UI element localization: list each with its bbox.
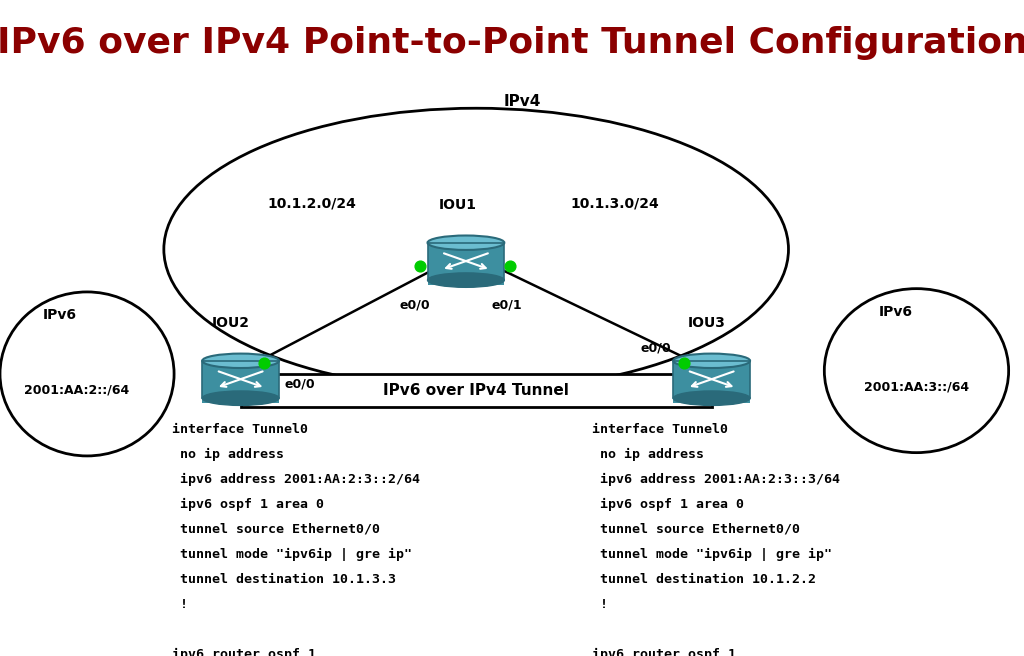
Ellipse shape <box>674 354 750 368</box>
Text: ipv6 router ospf 1: ipv6 router ospf 1 <box>172 647 316 656</box>
Text: 2001:AA:3::/64: 2001:AA:3::/64 <box>864 380 969 394</box>
Text: e0/0: e0/0 <box>399 298 430 312</box>
Text: IPv6 over IPv4 Point-to-Point Tunnel Configuration: IPv6 over IPv4 Point-to-Point Tunnel Con… <box>0 26 1024 60</box>
Text: 10.1.3.0/24: 10.1.3.0/24 <box>570 196 658 211</box>
Text: IPv4: IPv4 <box>504 94 541 109</box>
Text: tunnel destination 10.1.3.3: tunnel destination 10.1.3.3 <box>172 573 396 586</box>
Text: tunnel source Ethernet0/0: tunnel source Ethernet0/0 <box>592 523 800 536</box>
Text: tunnel source Ethernet0/0: tunnel source Ethernet0/0 <box>172 523 380 536</box>
Text: no ip address: no ip address <box>172 448 284 461</box>
Ellipse shape <box>674 391 750 405</box>
Point <box>256 358 272 368</box>
Text: e0/0: e0/0 <box>285 377 315 390</box>
Text: IOU1: IOU1 <box>438 198 477 212</box>
Ellipse shape <box>202 391 279 405</box>
Point <box>412 260 428 271</box>
Point <box>676 358 692 368</box>
Text: e0/0: e0/0 <box>640 341 671 354</box>
Ellipse shape <box>428 273 504 287</box>
Text: interface Tunnel0: interface Tunnel0 <box>592 423 728 436</box>
Text: ipv6 address 2001:AA:2:3::3/64: ipv6 address 2001:AA:2:3::3/64 <box>592 473 840 486</box>
Text: 10.1.2.0/24: 10.1.2.0/24 <box>268 196 356 211</box>
Text: IOU3: IOU3 <box>688 316 725 330</box>
Text: !: ! <box>172 598 188 611</box>
Text: no ip address: no ip address <box>592 448 703 461</box>
Ellipse shape <box>202 354 279 368</box>
Text: 2001:AA:2::/64: 2001:AA:2::/64 <box>25 384 129 397</box>
Text: ipv6 ospf 1 area 0: ipv6 ospf 1 area 0 <box>172 498 324 511</box>
Text: IOU2: IOU2 <box>211 316 250 330</box>
Text: IPv6 over IPv4 Tunnel: IPv6 over IPv4 Tunnel <box>383 383 569 398</box>
Text: tunnel destination 10.1.2.2: tunnel destination 10.1.2.2 <box>592 573 816 586</box>
FancyBboxPatch shape <box>202 361 279 403</box>
FancyBboxPatch shape <box>241 374 712 407</box>
Text: interface Tunnel0: interface Tunnel0 <box>172 423 308 436</box>
Text: !: ! <box>592 598 608 611</box>
Text: tunnel mode "ipv6ip | gre ip": tunnel mode "ipv6ip | gre ip" <box>592 548 831 561</box>
Text: e0/1: e0/1 <box>492 298 522 312</box>
Text: IPv6: IPv6 <box>879 304 913 319</box>
Text: ipv6 ospf 1 area 0: ipv6 ospf 1 area 0 <box>592 498 743 511</box>
FancyBboxPatch shape <box>428 243 505 285</box>
FancyBboxPatch shape <box>674 361 750 403</box>
Point <box>502 260 518 271</box>
Text: ipv6 router ospf 1: ipv6 router ospf 1 <box>592 647 736 656</box>
Text: IPv6: IPv6 <box>42 308 77 322</box>
Text: ipv6 address 2001:AA:2:3::2/64: ipv6 address 2001:AA:2:3::2/64 <box>172 473 420 486</box>
Ellipse shape <box>428 236 504 250</box>
Text: tunnel mode "ipv6ip | gre ip": tunnel mode "ipv6ip | gre ip" <box>172 548 412 561</box>
